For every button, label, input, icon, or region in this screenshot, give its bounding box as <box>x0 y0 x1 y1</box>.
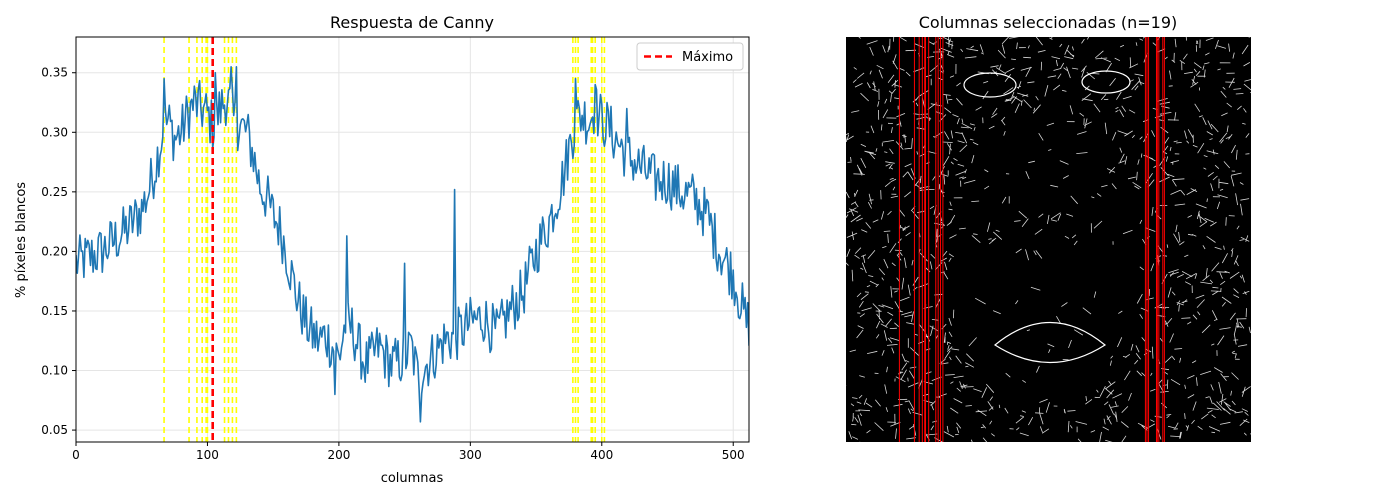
canny-chart: Respuesta de Canny 0 100 200 300 400 500 0.05… <box>14 13 750 486</box>
legend: Máximo <box>636 42 744 71</box>
plot-area <box>76 37 749 442</box>
left-eye-outline <box>963 72 1017 98</box>
selected-column-lines <box>163 37 606 442</box>
chart-title: Respuesta de Canny <box>330 13 494 32</box>
legend-max-label: Máximo <box>682 50 733 65</box>
x-tick-label: 100 <box>196 448 219 462</box>
edge-strokes <box>846 37 1251 442</box>
selected-column-overlays <box>898 37 1165 442</box>
y-axis-ticks: 0.05 0.10 0.15 0.20 0.25 0.30 0.35 <box>41 66 76 437</box>
x-axis-label: columnas <box>381 471 444 486</box>
y-tick-label: 0.30 <box>41 125 68 139</box>
x-axis-ticks: 0 100 200 300 400 500 <box>72 442 745 462</box>
legend-box <box>636 42 744 71</box>
x-tick-label: 500 <box>722 448 745 462</box>
y-tick-label: 0.05 <box>41 423 68 437</box>
canny-response-line <box>76 66 749 423</box>
x-tick-label: 200 <box>327 448 350 462</box>
y-tick-label: 0.25 <box>41 185 68 199</box>
x-tick-label: 400 <box>590 448 613 462</box>
y-tick-label: 0.35 <box>41 66 68 80</box>
edge-image <box>846 37 1251 442</box>
y-axis-label: % píxeles blancos <box>14 182 29 298</box>
x-tick-label: 300 <box>459 448 482 462</box>
y-tick-label: 0.20 <box>41 244 68 258</box>
y-tick-label: 0.10 <box>41 364 68 378</box>
nose-outline <box>993 321 1107 364</box>
selected-columns-panel: Columnas seleccionadas (n=19) <box>846 13 1251 442</box>
x-tick-label: 0 <box>72 448 80 462</box>
image-title: Columnas seleccionadas (n=19) <box>919 13 1178 32</box>
edge-texture <box>846 37 1251 442</box>
plot-frame <box>75 36 750 443</box>
right-eye-outline <box>1081 70 1131 94</box>
y-tick-label: 0.15 <box>41 304 68 318</box>
